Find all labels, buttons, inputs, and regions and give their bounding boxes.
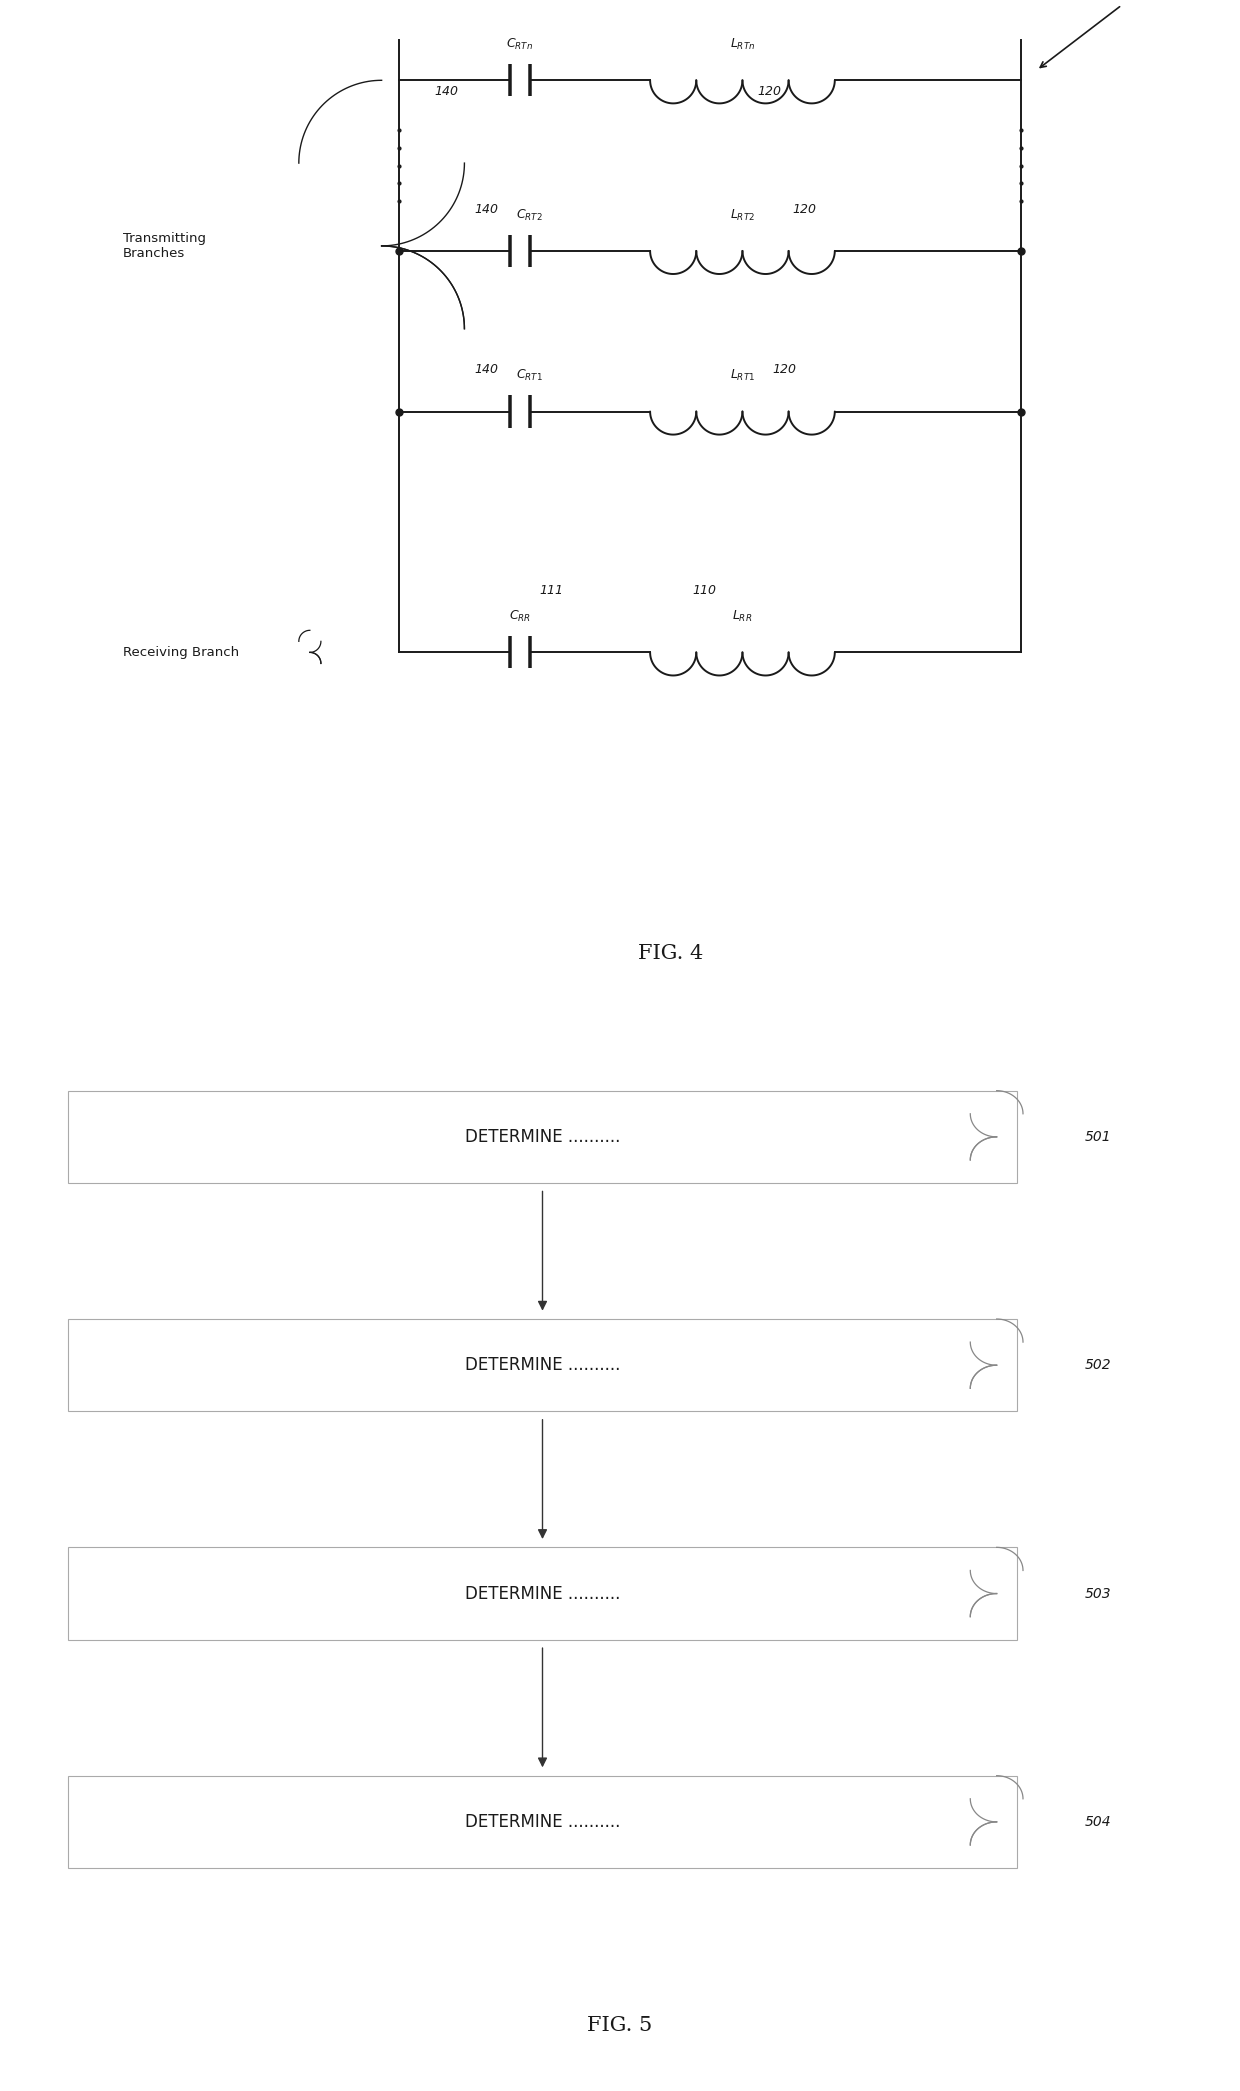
- Text: $L_{RTn}$: $L_{RTn}$: [730, 38, 755, 52]
- Text: 110: 110: [692, 583, 717, 598]
- Text: 120: 120: [792, 203, 817, 215]
- Text: FIG. 5: FIG. 5: [588, 2016, 652, 2035]
- Text: DETERMINE ..........: DETERMINE ..........: [465, 1127, 620, 1146]
- Text: 502: 502: [1085, 1359, 1111, 1372]
- Text: $L_{RT1}$: $L_{RT1}$: [730, 368, 755, 383]
- Text: $C_{RT2}$: $C_{RT2}$: [516, 207, 543, 224]
- Text: 140: 140: [434, 86, 459, 98]
- Text: $L_{RT2}$: $L_{RT2}$: [730, 207, 755, 224]
- Text: 140: 140: [475, 203, 498, 215]
- FancyBboxPatch shape: [68, 1092, 1017, 1184]
- Text: 140: 140: [475, 364, 498, 376]
- FancyBboxPatch shape: [68, 1547, 1017, 1639]
- Text: DETERMINE ..........: DETERMINE ..........: [465, 1813, 620, 1832]
- Text: 120: 120: [773, 364, 796, 376]
- Text: Receiving Branch: Receiving Branch: [123, 646, 239, 659]
- Text: 501: 501: [1085, 1129, 1111, 1144]
- Text: 503: 503: [1085, 1587, 1111, 1600]
- FancyBboxPatch shape: [68, 1319, 1017, 1411]
- Text: 120: 120: [758, 86, 781, 98]
- Text: FIG. 4: FIG. 4: [637, 943, 703, 964]
- Text: $L_{RR}$: $L_{RR}$: [733, 608, 753, 625]
- Text: $C_{RT1}$: $C_{RT1}$: [516, 368, 543, 383]
- Text: $C_{RTn}$: $C_{RTn}$: [506, 38, 533, 52]
- Text: DETERMINE ..........: DETERMINE ..........: [465, 1357, 620, 1374]
- Text: 504: 504: [1085, 1815, 1111, 1830]
- Text: 111: 111: [539, 583, 564, 598]
- Text: Transmitting
Branches: Transmitting Branches: [123, 232, 206, 259]
- Text: $C_{RR}$: $C_{RR}$: [508, 608, 531, 625]
- Text: DETERMINE ..........: DETERMINE ..........: [465, 1585, 620, 1602]
- FancyBboxPatch shape: [68, 1775, 1017, 1867]
